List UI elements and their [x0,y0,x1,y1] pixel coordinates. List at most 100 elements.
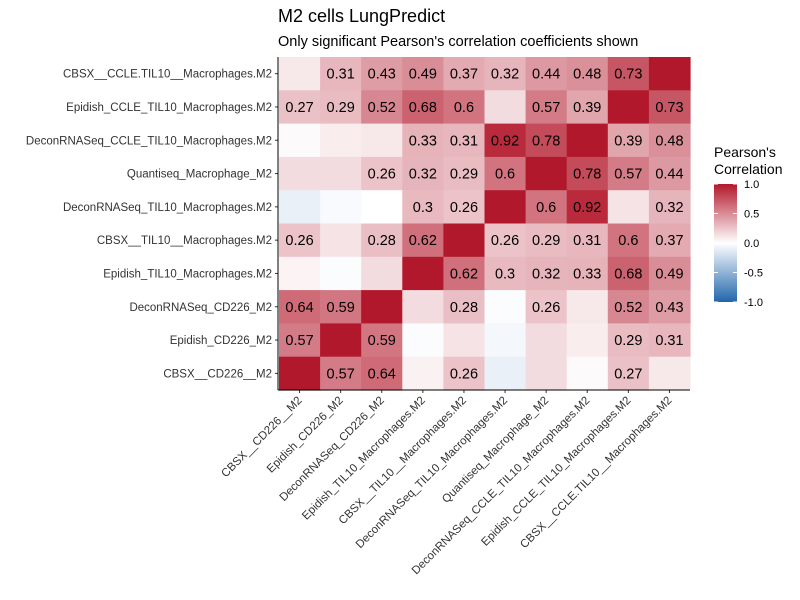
heatmap-cell [648,256,691,291]
y-tick-label: Epidish_TIL10_Macrophages.M2 [103,268,272,280]
cell-value-label: 0.28 [368,233,396,249]
y-tick-label: CBSX__CD226__M2 [163,368,272,380]
cell-value-label: 0.39 [614,133,642,149]
heatmap-cell [525,57,568,91]
x-tick-label: CBSX__CCLE.TIL10__Macrophages.M2 [518,395,674,551]
heatmap-cell [566,123,609,158]
heatmap-cell [361,57,403,91]
heatmap-cell [607,290,650,324]
heatmap-cell [607,223,650,258]
cell-value-label: 0.32 [532,266,560,282]
cell-value-label: 0.48 [655,133,683,149]
heatmap-cell [648,223,691,258]
cell-value-label: 0.43 [368,67,396,83]
heatmap-cell [566,356,609,391]
heatmap-cell [648,356,691,391]
heatmap-cell [607,356,650,391]
heatmap-cell [361,356,403,391]
heatmap-cell [566,323,609,358]
heatmap-cell [648,57,691,91]
heatmap-cell [320,57,362,91]
heatmap-cell [320,123,362,158]
heatmap-cell [361,190,403,225]
heatmap-cell [484,156,527,191]
cell-value-label: 0.28 [450,300,478,316]
heatmap-cell [361,156,403,191]
heatmap-cell [279,190,321,225]
legend-title-line-1: Pearson's [714,144,776,160]
legend-tick-label: 1.0 [744,179,759,191]
heatmap-cell [279,57,321,91]
cell-value-label: 0.32 [409,167,437,183]
heatmap-cell [484,290,527,324]
y-tick-label: Epidish_CCLE_TIL10_Macrophages.M2 [66,102,272,114]
heatmap-cell [607,323,650,358]
heatmap-cell [361,223,403,258]
cell-value-label: 0.73 [655,100,683,116]
heatmap-cell [484,323,527,358]
heatmap-cell [525,90,568,125]
heatmap-cell [648,323,691,358]
column-labels: CBSX__CD226__M2Epidish_CD226_M2DeconRNAS… [219,390,675,577]
cell-value-label: 0.29 [450,167,478,183]
cell-value-label: 0.57 [614,167,642,183]
legend-title-line-2: Correlation [714,161,782,177]
cell-value-label: 0.49 [409,67,437,83]
cell-value-label: 0.59 [368,333,396,349]
heatmap-cell [279,323,321,358]
cell-value-label: 0.68 [614,266,642,282]
cell-value-label: 0.29 [614,333,642,349]
heatmap-cell [566,223,609,258]
cell-value-label: 0.37 [655,233,683,249]
y-tick-label: CBSX__TIL10__Macrophages.M2 [97,235,272,247]
cell-value-label: 0.31 [327,67,355,83]
cell-value-label: 0.57 [532,100,560,116]
heatmap-cell [566,57,609,91]
heatmap-cell [566,290,609,324]
heatmap-cell [443,356,486,391]
x-tick-label: CBSX__CD226__M2 [219,395,304,480]
legend-ticks: 1.0 0.5 0.0 -0.5 -1.0 [714,179,763,309]
y-tick-label: Epidish_CD226_M2 [170,335,272,347]
heatmap-cell [525,290,568,324]
cell-value-label: 0.26 [532,300,560,316]
heatmap-cell [320,323,362,358]
heatmap-cell [607,256,650,291]
heatmap-cell [607,156,650,191]
cell-value-label: 0.62 [409,233,437,249]
cell-value-label: 0.33 [409,133,437,149]
cell-value-label: 0.59 [327,300,355,316]
heatmap-cell [484,356,527,391]
heatmap-cell [361,290,403,324]
chart-title: M2 cells LungPredict [278,6,445,26]
heatmap-cell [361,256,403,291]
cell-value-label: 0.73 [614,67,642,83]
cell-value-label: 0.26 [450,200,478,216]
legend-tick-label: 0.5 [744,209,759,221]
heatmap-cell [443,256,486,291]
cell-value-label: 0.92 [573,200,601,216]
cell-value-label: 0.43 [655,300,683,316]
heatmap-cell [279,156,321,191]
heatmap-cell [320,190,362,225]
heatmap-cell [402,90,444,125]
heatmap-cell [525,156,568,191]
cell-value-label: 0.68 [409,100,437,116]
heatmap-cell [443,190,486,225]
cell-value-label: 0.52 [368,100,396,116]
cell-value-label: 0.3 [413,200,433,216]
x-tick-label: DeconRNASeq_TIL10_Macrophages.M2 [354,395,510,551]
cell-value-label: 0.57 [327,366,355,382]
heatmap-cell [443,123,486,158]
heatmap-cell [648,290,691,324]
heatmap-cell [402,57,444,91]
heatmap-cell [402,256,444,291]
heatmap-cell [279,223,321,258]
heatmap-cell [320,223,362,258]
heatmap-cell [648,90,691,125]
cell-value-label: 0.26 [368,167,396,183]
legend-tick-label: 0.0 [744,238,759,250]
cell-value-label: 0.39 [573,100,601,116]
cell-value-label: 0.6 [454,100,474,116]
